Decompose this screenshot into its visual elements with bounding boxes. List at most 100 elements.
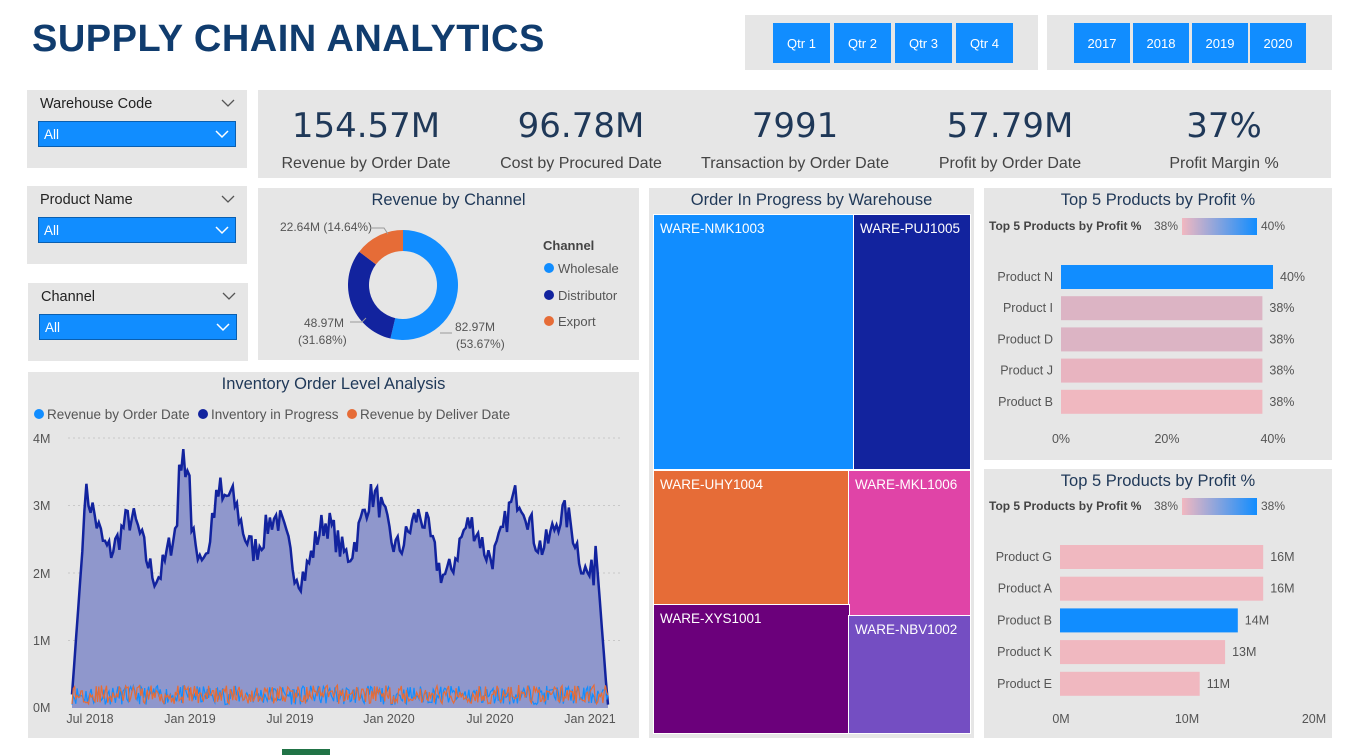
kpi-cost-label: Cost by Procured Date bbox=[500, 155, 662, 172]
chevron-down-icon[interactable] bbox=[221, 192, 235, 206]
kpi-margin-value: 37% bbox=[1186, 106, 1262, 146]
x-tick-label: 20% bbox=[1154, 432, 1179, 446]
chart-title: Top 5 Products by Profit % bbox=[1060, 472, 1256, 490]
export-data-label: 22.64M (14.64%) bbox=[280, 220, 372, 234]
bar-product-n[interactable] bbox=[1061, 265, 1273, 289]
category-label: Product N bbox=[997, 270, 1053, 284]
bar-product-a[interactable] bbox=[1060, 576, 1264, 601]
bar-product-k[interactable] bbox=[1060, 640, 1226, 665]
treemap-cell-mkl1006[interactable]: WARE-MKL1006 bbox=[848, 470, 971, 616]
chevron-down-icon[interactable] bbox=[221, 96, 235, 110]
order-in-progress-treemap[interactable]: Order In Progress by Warehouse WARE-NMK1… bbox=[649, 188, 974, 738]
gradient-legend-bar bbox=[1182, 498, 1257, 515]
bar-product-j[interactable] bbox=[1061, 358, 1263, 383]
kpi-strip: 154.57M Revenue by Order Date 96.78M Cos… bbox=[258, 90, 1331, 178]
data-label: 38% bbox=[1269, 301, 1294, 315]
kpi-cost-value: 96.78M bbox=[517, 106, 645, 146]
data-label: 40% bbox=[1280, 270, 1305, 284]
y-tick-label: 4M bbox=[33, 432, 50, 446]
gradient-legend-min: 38% bbox=[1154, 499, 1178, 513]
legend-title: Channel bbox=[543, 238, 594, 253]
dropdown-value: All bbox=[44, 223, 60, 238]
data-label: 38% bbox=[1269, 364, 1294, 378]
gradient-legend-max: 38% bbox=[1261, 499, 1285, 513]
treemap-cell-puj1005[interactable]: WARE-PUJ1005 bbox=[853, 214, 971, 470]
x-tick-label: 10M bbox=[1175, 712, 1199, 726]
treemap-cell-nmk1003[interactable]: WARE-NMK1003 bbox=[653, 214, 854, 470]
gradient-legend-label: Top 5 Products by Profit % bbox=[989, 219, 1142, 233]
data-label: 38% bbox=[1269, 332, 1294, 346]
gradient-legend-label: Top 5 Products by Profit % bbox=[989, 499, 1142, 513]
legend-distributor-marker bbox=[544, 290, 554, 300]
category-label: Product D bbox=[997, 332, 1053, 346]
year-2018-button[interactable]: 2018 bbox=[1133, 23, 1189, 63]
inventory-line bbox=[70, 448, 610, 705]
page-tab-indicator[interactable] bbox=[282, 749, 330, 755]
page-title: SUPPLY CHAIN ANALYTICS bbox=[32, 18, 545, 60]
legend-revenue-deliver-label: Revenue by Deliver Date bbox=[360, 407, 510, 422]
top5-profit-pct-chart[interactable]: Top 5 Products by Profit % Top 5 Product… bbox=[984, 188, 1332, 460]
qtr-2-button[interactable]: Qtr 2 bbox=[834, 23, 891, 63]
category-label: Product B bbox=[997, 613, 1052, 627]
year-2017-button[interactable]: 2017 bbox=[1074, 23, 1130, 63]
bar-product-b[interactable] bbox=[1060, 608, 1238, 633]
category-label: Product I bbox=[1003, 301, 1053, 315]
bar-chart-svg: Top 5 Products by Profit % 38% 38% Produ… bbox=[989, 498, 1326, 726]
qtr-4-button[interactable]: Qtr 4 bbox=[956, 23, 1013, 63]
warehouse-code-dropdown[interactable]: All bbox=[38, 121, 236, 147]
data-label: 16M bbox=[1270, 550, 1294, 564]
x-tick-label: 0M bbox=[1052, 712, 1069, 726]
treemap-cell-nbv1002[interactable]: WARE-NBV1002 bbox=[848, 615, 971, 734]
chevron-down-icon bbox=[216, 323, 230, 332]
area-chart-svg: Revenue by Order Date Inventory in Progr… bbox=[33, 407, 623, 726]
channel-dropdown[interactable]: All bbox=[39, 314, 237, 340]
qtr-3-button[interactable]: Qtr 3 bbox=[895, 23, 952, 63]
bar-product-b[interactable] bbox=[1061, 389, 1263, 414]
year-2019-button[interactable]: 2019 bbox=[1192, 23, 1248, 63]
product-name-slicer: Product Name All bbox=[27, 186, 247, 264]
treemap-cell-xys1001[interactable]: WARE-XYS1001 bbox=[653, 604, 850, 734]
qtr-1-button[interactable]: Qtr 1 bbox=[773, 23, 830, 63]
y-tick-label: 3M bbox=[33, 499, 50, 513]
channel-slicer: Channel All bbox=[28, 283, 248, 361]
inventory-area bbox=[72, 449, 608, 708]
x-tick-label: Jul 2019 bbox=[266, 712, 313, 726]
wholesale-pct-label: (53.67%) bbox=[456, 337, 505, 351]
category-label: Product K bbox=[997, 645, 1053, 659]
chevron-down-icon[interactable] bbox=[222, 289, 236, 303]
x-tick-label: Jul 2018 bbox=[66, 712, 113, 726]
revenue-by-channel-chart[interactable]: Revenue by Channel Channel Wholesale Dis… bbox=[258, 188, 639, 360]
warehouse-code-slicer: Warehouse Code All bbox=[27, 90, 247, 168]
gradient-legend-bar bbox=[1182, 218, 1257, 235]
product-name-dropdown[interactable]: All bbox=[38, 217, 236, 243]
slicer-title: Channel bbox=[41, 289, 96, 305]
chart-title: Order In Progress by Warehouse bbox=[690, 191, 933, 209]
donut-slice-export[interactable] bbox=[359, 230, 403, 265]
gradient-legend-min: 38% bbox=[1154, 219, 1178, 233]
top5-profit-chart[interactable]: Top 5 Products by Profit % Top 5 Product… bbox=[984, 469, 1332, 738]
kpi-transaction-label: Transaction by Order Date bbox=[701, 155, 889, 172]
x-tick-label: Jan 2021 bbox=[564, 712, 615, 726]
donut-slice-wholesale[interactable] bbox=[390, 230, 458, 340]
year-2020-button[interactable]: 2020 bbox=[1250, 23, 1306, 63]
kpi-transaction-value: 7991 bbox=[751, 106, 839, 146]
treemap-cell-uhy1004[interactable]: WARE-UHY1004 bbox=[653, 470, 850, 605]
dropdown-value: All bbox=[44, 127, 60, 142]
kpi-margin-label: Profit Margin % bbox=[1169, 155, 1279, 172]
x-tick-label: Jan 2019 bbox=[164, 712, 215, 726]
donut-slice-distributor[interactable] bbox=[348, 251, 396, 339]
bar-chart-svg: Top 5 Products by Profit % 38% 40% Produ… bbox=[989, 218, 1305, 446]
bar-product-d[interactable] bbox=[1061, 327, 1263, 352]
inventory-order-level-chart[interactable]: Inventory Order Level Analysis Revenue b… bbox=[28, 372, 639, 738]
category-label: Product J bbox=[1000, 364, 1053, 378]
bar-product-i[interactable] bbox=[1061, 296, 1263, 321]
chevron-down-icon bbox=[215, 226, 229, 235]
chart-title: Inventory Order Level Analysis bbox=[221, 375, 446, 393]
year-slicer: 2017 2018 2019 2020 bbox=[1047, 15, 1332, 70]
legend-inventory-label: Inventory in Progress bbox=[211, 407, 339, 422]
bar-product-g[interactable] bbox=[1060, 545, 1264, 569]
legend-export-marker bbox=[544, 316, 554, 326]
bar-product-e[interactable] bbox=[1060, 671, 1200, 696]
x-tick-label: 0% bbox=[1052, 432, 1070, 446]
data-label: 11M bbox=[1207, 677, 1230, 691]
